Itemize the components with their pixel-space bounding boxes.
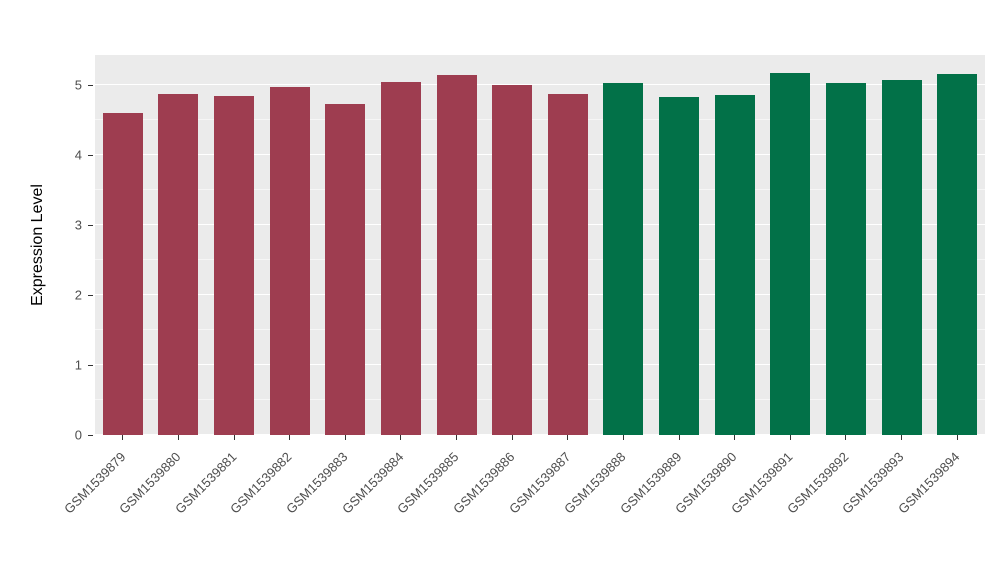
x-tick-mark — [845, 435, 847, 440]
gridline-major — [95, 84, 985, 86]
bar[interactable] — [770, 73, 811, 435]
bar[interactable] — [269, 87, 310, 435]
y-tick-mark — [88, 224, 93, 226]
bar[interactable] — [825, 83, 866, 435]
y-tick-mark — [88, 154, 93, 156]
x-tick-mark — [622, 435, 624, 440]
y-tick-label: 3 — [74, 217, 82, 233]
x-tick-mark — [456, 435, 458, 440]
gridline-major — [95, 294, 985, 296]
x-tick-mark — [734, 435, 736, 440]
x-axis: GSM1539879 GSM1539880 GSM1539881 GSM1539882… — [61, 435, 985, 555]
gridline-major — [95, 364, 985, 366]
x-tick-mark — [956, 435, 958, 440]
bar[interactable] — [380, 82, 421, 435]
x-tick-mark — [289, 435, 291, 440]
bar[interactable] — [492, 85, 533, 435]
bar[interactable] — [325, 104, 366, 435]
gridline-minor — [95, 329, 985, 331]
y-tick-mark — [88, 84, 93, 86]
bar[interactable] — [603, 83, 644, 435]
gridline-major — [95, 224, 985, 226]
y-tick-mark — [88, 364, 93, 366]
bars — [95, 55, 985, 435]
gridline-major — [95, 434, 985, 435]
gridline-minor — [95, 189, 985, 191]
x-tick-mark — [177, 435, 179, 440]
y-tick-mark — [88, 294, 93, 296]
y-tick-label: 0 — [74, 427, 82, 443]
y-axis: 0 1 2 3 4 5 — [0, 55, 95, 443]
y-tick-label: 4 — [74, 147, 82, 163]
y-tick-label: 2 — [74, 287, 82, 303]
y-tick-label: 1 — [74, 357, 82, 373]
bar[interactable] — [881, 80, 922, 435]
x-tick-mark — [511, 435, 513, 440]
plot-area — [95, 55, 985, 435]
bar[interactable] — [659, 97, 700, 435]
bar[interactable] — [436, 75, 477, 435]
y-tick-label: 5 — [74, 77, 82, 93]
bar[interactable] — [102, 113, 143, 435]
bar[interactable] — [714, 94, 755, 435]
gridline-minor — [95, 119, 985, 121]
x-tick-mark — [122, 435, 124, 440]
x-tick-mark — [567, 435, 569, 440]
bar[interactable] — [158, 94, 199, 435]
x-tick-mark — [233, 435, 235, 440]
x-tick-mark — [678, 435, 680, 440]
bar[interactable] — [547, 94, 588, 435]
x-tick-mark — [344, 435, 346, 440]
gridline-minor — [95, 259, 985, 261]
bar[interactable] — [937, 73, 978, 435]
x-tick-mark — [789, 435, 791, 440]
x-tick-mark — [400, 435, 402, 440]
gridline-major — [95, 154, 985, 156]
x-tick-mark — [901, 435, 903, 440]
y-tick-mark — [88, 434, 93, 436]
bar[interactable] — [214, 95, 255, 435]
gridline-minor — [95, 399, 985, 401]
